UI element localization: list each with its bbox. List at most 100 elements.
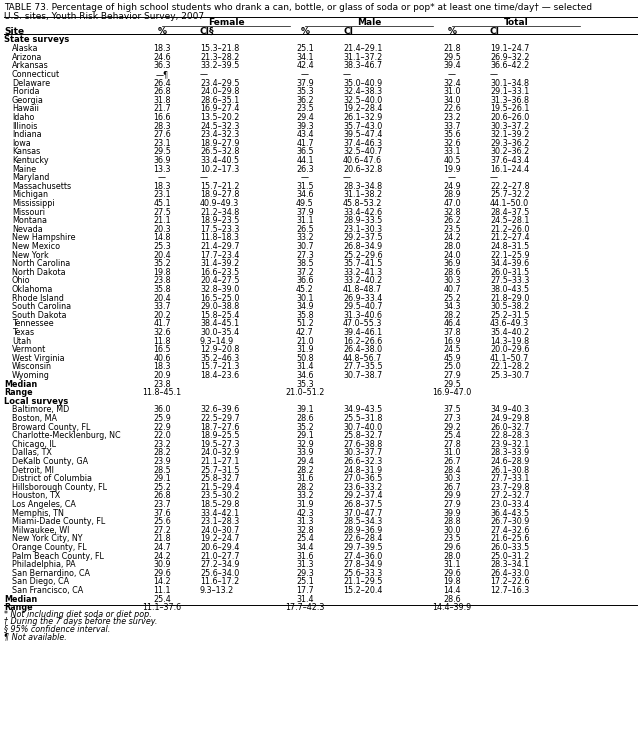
Text: Houston, TX: Houston, TX <box>12 491 60 500</box>
Text: 24.8–31.5: 24.8–31.5 <box>490 242 529 251</box>
Text: 21.5–29.4: 21.5–29.4 <box>200 483 240 491</box>
Text: Site: Site <box>4 27 24 36</box>
Text: 33.7: 33.7 <box>153 302 171 311</box>
Text: 31.9: 31.9 <box>296 500 314 509</box>
Text: 27.7–33.1: 27.7–33.1 <box>490 474 529 483</box>
Text: %: % <box>447 27 456 36</box>
Text: 36.0: 36.0 <box>153 405 171 415</box>
Text: 40.9–49.3: 40.9–49.3 <box>200 199 239 208</box>
Text: 25.2: 25.2 <box>443 293 461 302</box>
Text: 28.5–34.3: 28.5–34.3 <box>343 517 382 526</box>
Text: 37.9: 37.9 <box>296 78 314 87</box>
Text: 20.9: 20.9 <box>153 371 171 380</box>
Text: 16.9–47.0: 16.9–47.0 <box>433 388 472 397</box>
Text: 40.6: 40.6 <box>153 354 171 363</box>
Text: 16.6: 16.6 <box>153 113 171 122</box>
Text: 15.2–20.4: 15.2–20.4 <box>343 586 383 595</box>
Text: 11.8–18.3: 11.8–18.3 <box>200 234 239 242</box>
Text: 29.2–37.5: 29.2–37.5 <box>343 234 383 242</box>
Text: 20.4–27.5: 20.4–27.5 <box>200 276 240 285</box>
Text: 27.3: 27.3 <box>443 414 461 423</box>
Text: 36.9: 36.9 <box>443 259 461 268</box>
Text: 30.9: 30.9 <box>153 560 171 569</box>
Text: 20.0–29.6: 20.0–29.6 <box>490 345 529 354</box>
Text: 27.3: 27.3 <box>296 251 314 259</box>
Text: 23.4–29.5: 23.4–29.5 <box>200 78 240 87</box>
Text: Memphis, TN: Memphis, TN <box>12 508 64 517</box>
Text: 28.3: 28.3 <box>153 121 171 131</box>
Text: 13.5–20.2: 13.5–20.2 <box>200 113 239 122</box>
Text: CI§: CI§ <box>200 27 215 36</box>
Text: 34.1: 34.1 <box>296 52 313 61</box>
Text: Vermont: Vermont <box>12 345 46 354</box>
Text: San Bernardino, CA: San Bernardino, CA <box>12 569 90 578</box>
Text: 39.4: 39.4 <box>443 61 461 70</box>
Text: 23.8: 23.8 <box>153 380 171 389</box>
Text: 31.5: 31.5 <box>296 182 314 191</box>
Text: 28.9–36.9: 28.9–36.9 <box>343 525 383 535</box>
Text: 20.6–26.0: 20.6–26.0 <box>490 113 529 122</box>
Text: 30.3–37.2: 30.3–37.2 <box>490 121 529 131</box>
Text: 45.1: 45.1 <box>153 199 171 208</box>
Text: 26.4–33.0: 26.4–33.0 <box>490 569 529 578</box>
Text: Missouri: Missouri <box>12 208 45 217</box>
Text: 29.3: 29.3 <box>296 569 314 578</box>
Text: Indiana: Indiana <box>12 130 42 139</box>
Text: 32.8–39.0: 32.8–39.0 <box>200 285 239 294</box>
Text: 38.4–45.1: 38.4–45.1 <box>200 319 239 328</box>
Text: Hawaii: Hawaii <box>12 104 39 113</box>
Text: 21.1–27.1: 21.1–27.1 <box>200 457 239 466</box>
Text: 13.3: 13.3 <box>153 165 171 174</box>
Text: 28.0: 28.0 <box>443 551 461 560</box>
Text: 14.2: 14.2 <box>153 577 171 586</box>
Text: DeKalb County, GA: DeKalb County, GA <box>12 457 88 466</box>
Text: 14.4: 14.4 <box>443 586 461 595</box>
Text: 30.3–37.7: 30.3–37.7 <box>343 449 382 457</box>
Text: 45.9: 45.9 <box>443 354 461 363</box>
Text: 23.4–32.3: 23.4–32.3 <box>200 130 239 139</box>
Text: 26.2: 26.2 <box>443 216 461 225</box>
Text: 26.8: 26.8 <box>153 87 171 96</box>
Text: 24.6–28.9: 24.6–28.9 <box>490 457 529 466</box>
Text: 21.0–27.7: 21.0–27.7 <box>200 551 240 560</box>
Text: 25.5–31.8: 25.5–31.8 <box>343 414 383 423</box>
Text: 23.5–30.2: 23.5–30.2 <box>200 491 239 500</box>
Text: 29.2: 29.2 <box>443 423 461 432</box>
Text: 25.6–34.0: 25.6–34.0 <box>200 569 239 578</box>
Text: —: — <box>343 70 351 79</box>
Text: —: — <box>158 173 166 182</box>
Text: 30.7: 30.7 <box>296 242 314 251</box>
Text: 41.1–50.7: 41.1–50.7 <box>490 354 529 363</box>
Text: Nevada: Nevada <box>12 225 43 234</box>
Text: 24.0: 24.0 <box>443 251 461 259</box>
Text: 24.0–30.7: 24.0–30.7 <box>200 525 239 535</box>
Text: —¶: —¶ <box>155 70 169 79</box>
Text: 17.7–23.4: 17.7–23.4 <box>200 251 239 259</box>
Text: 21.1–29.5: 21.1–29.5 <box>343 577 383 586</box>
Text: 21.8: 21.8 <box>443 44 461 53</box>
Text: 25.7–32.2: 25.7–32.2 <box>490 191 529 200</box>
Text: 16.5: 16.5 <box>153 345 171 354</box>
Text: 26.7–30.9: 26.7–30.9 <box>490 517 529 526</box>
Text: 29.7–39.5: 29.7–39.5 <box>343 543 383 552</box>
Text: * Not including diet soda or diet pop.: * Not including diet soda or diet pop. <box>4 610 152 619</box>
Text: 23.1: 23.1 <box>153 191 171 200</box>
Text: 24.2: 24.2 <box>153 551 171 560</box>
Text: Hillsborough County, FL: Hillsborough County, FL <box>12 483 107 491</box>
Text: 29.1–33.1: 29.1–33.1 <box>490 87 529 96</box>
Text: South Carolina: South Carolina <box>12 302 71 311</box>
Text: 21.0–51.2: 21.0–51.2 <box>285 388 325 397</box>
Text: 45.8–53.2: 45.8–53.2 <box>343 199 383 208</box>
Text: 37.2: 37.2 <box>296 268 314 276</box>
Text: 40.5: 40.5 <box>443 156 461 165</box>
Text: 24.9–29.8: 24.9–29.8 <box>490 414 529 423</box>
Text: 19.8: 19.8 <box>443 577 461 586</box>
Text: 29.3–36.2: 29.3–36.2 <box>490 139 529 148</box>
Text: 18.9–25.5: 18.9–25.5 <box>200 431 240 440</box>
Text: 16.9: 16.9 <box>443 336 461 346</box>
Text: 31.0: 31.0 <box>443 449 461 457</box>
Text: 36.5: 36.5 <box>296 147 314 157</box>
Text: 25.7–31.5: 25.7–31.5 <box>200 466 240 474</box>
Text: 31.4: 31.4 <box>296 594 313 604</box>
Text: 25.8–32.7: 25.8–32.7 <box>200 474 240 483</box>
